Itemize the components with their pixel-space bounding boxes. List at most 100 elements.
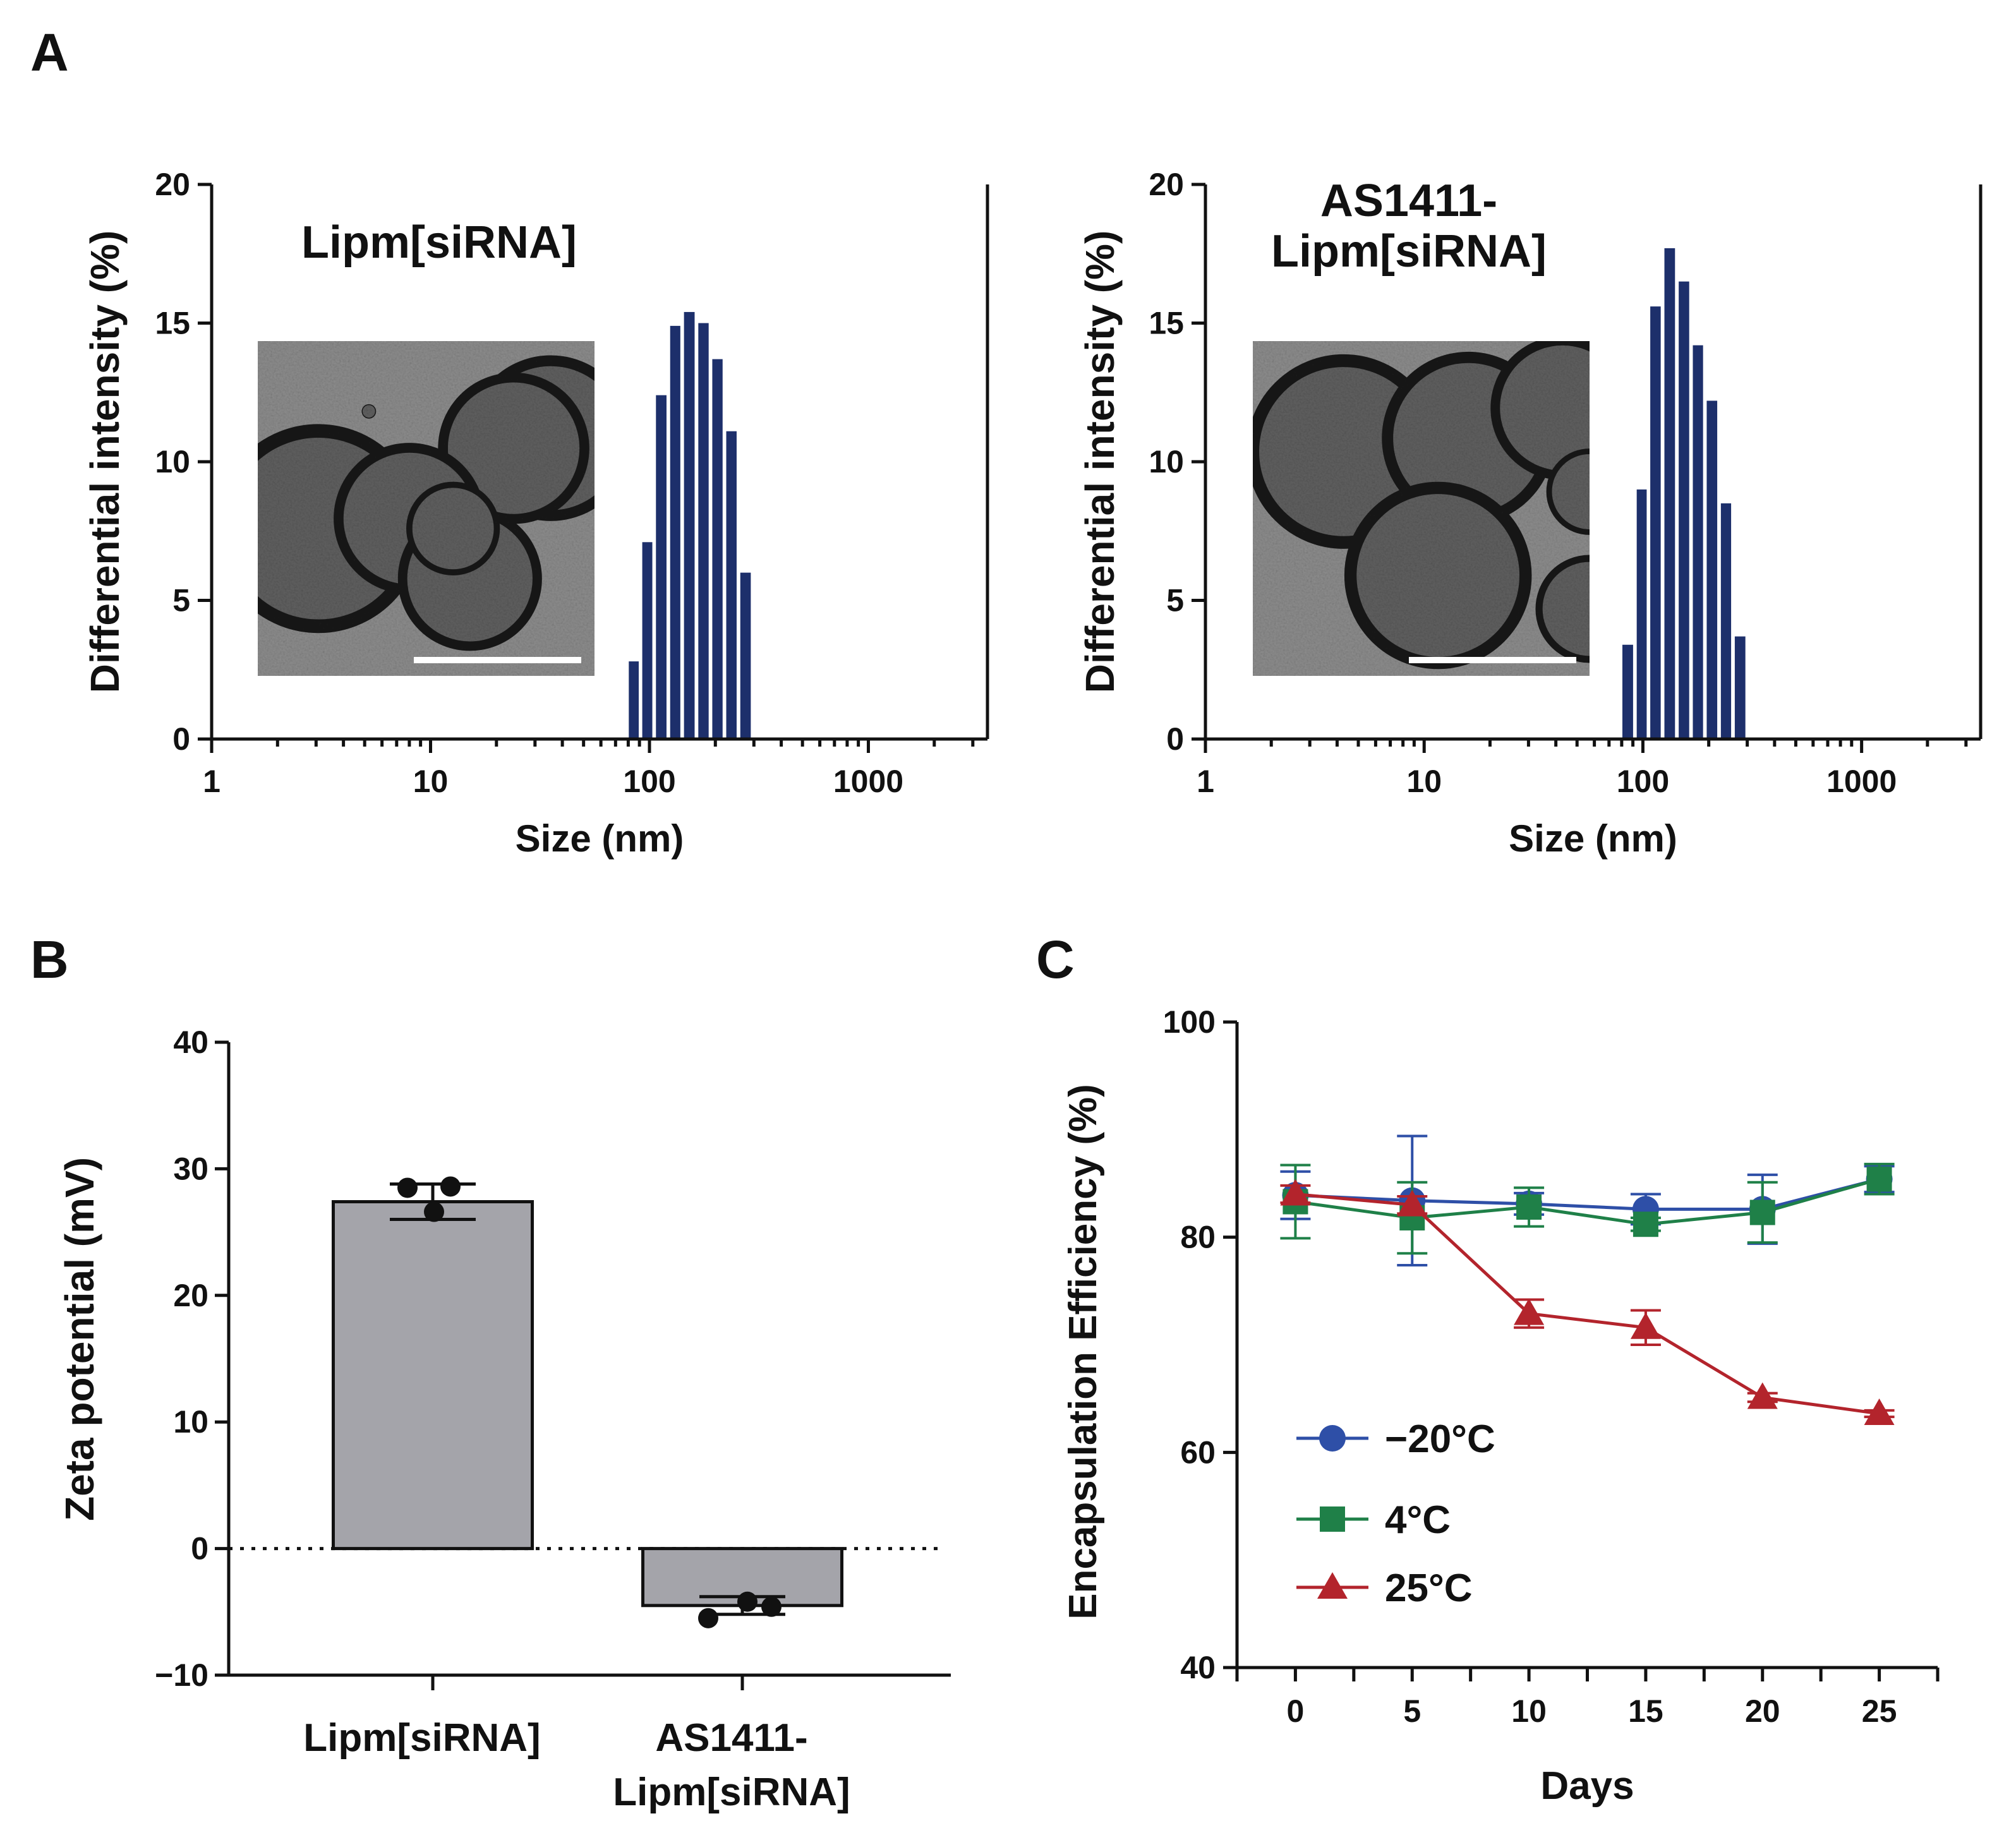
y-tick-label: 10 [155, 444, 190, 479]
y-axis-title: Zeta potential (mV) [57, 1157, 102, 1521]
data-point [1749, 1200, 1775, 1225]
x-tick-label: 1 [203, 764, 220, 799]
series-25 [1280, 1179, 1895, 1426]
x-axis-title: Days [1540, 1764, 1634, 1808]
legend-item: 4°C [1296, 1498, 1451, 1542]
y-tick-label: 60 [1180, 1434, 1216, 1470]
chart-c-encapsulation-efficiency: 40 60 80 100 0 5 10 15 20 25 Days Encapsulation Eff… [1061, 1004, 1940, 1808]
data-point [1280, 1179, 1311, 1206]
legend-item: 25°C [1296, 1566, 1473, 1610]
data-point [737, 1591, 758, 1612]
y-axis-title: Differential intensity (%) [82, 231, 128, 694]
y-axis-title: Differential intensity (%) [1077, 231, 1123, 694]
y-tick-label: 10 [173, 1404, 208, 1440]
size-bar [1664, 248, 1675, 740]
x-tick-label: 1 [1197, 764, 1214, 799]
size-bar [698, 323, 709, 739]
series-line [1295, 1177, 1880, 1226]
tem-inset [258, 341, 595, 676]
series-4 [1280, 1162, 1895, 1255]
y-tick-label: −10 [155, 1657, 208, 1693]
y-axis-title: Encapsulation Efficiency (%) [1061, 1084, 1105, 1620]
x-axis-title: Size (nm) [1509, 817, 1677, 860]
series-line [1295, 1177, 1880, 1211]
legend-marker [1319, 1425, 1346, 1452]
tem-particle [1344, 481, 1532, 670]
category-label: AS1411- [655, 1716, 807, 1760]
y-tick-label: 80 [1180, 1220, 1216, 1255]
x-tick-label: 1000 [833, 764, 903, 799]
size-bar [740, 572, 751, 739]
size-bar [670, 325, 680, 739]
chart-a2-size-distribution: 0 5 10 15 20 1 10 100 1000 Size (nm) Differential … [1077, 167, 1983, 860]
x-tick-label: 15 [1628, 1693, 1663, 1729]
data-point [761, 1596, 782, 1617]
tem-particle [438, 372, 589, 524]
y-tick-label: 20 [155, 167, 190, 202]
legend-item: −20°C [1296, 1417, 1495, 1461]
category-label: Lipm[siRNA] [303, 1716, 540, 1760]
size-bar [656, 395, 667, 739]
x-tick-label: 1000 [1826, 764, 1897, 799]
panel-label-c: C [1036, 930, 1075, 989]
legend: −20°C 4°C 25°C [1296, 1417, 1495, 1610]
category-label: Lipm[siRNA] [613, 1771, 850, 1814]
legend-label: 4°C [1385, 1498, 1451, 1542]
data-point [424, 1201, 444, 1222]
chart-title: Lipm[siRNA] [301, 217, 577, 268]
tem-image [1253, 341, 1590, 676]
data-point [1633, 1212, 1658, 1237]
x-tick-label: 100 [623, 764, 675, 799]
y-tick-label: 10 [1149, 444, 1184, 479]
y-tick-label: 40 [173, 1025, 208, 1060]
data-point [1747, 1382, 1778, 1409]
data-point [1630, 1312, 1661, 1339]
size-bar [1706, 400, 1718, 739]
panel-label-b: B [30, 930, 69, 989]
tem-particle [1535, 555, 1590, 663]
tem-inset [1253, 341, 1590, 676]
legend-label: 25°C [1385, 1566, 1473, 1610]
y-tick-label: 15 [1149, 306, 1184, 341]
legend-marker [1320, 1506, 1345, 1532]
data-point [1516, 1194, 1542, 1220]
x-tick-label: 10 [1511, 1693, 1547, 1729]
y-tick-label: 30 [173, 1151, 208, 1186]
x-tick-label: 20 [1745, 1693, 1780, 1729]
size-bar [684, 311, 695, 739]
size-bar [1693, 345, 1703, 739]
tem-particle [406, 481, 500, 575]
chart-b-zeta-potential: −10 0 10 20 30 40 Lipm[siRNA] AS1411- Lipm[siRNA… [57, 1025, 951, 1814]
size-bar [1734, 636, 1746, 739]
tem-image [258, 341, 595, 676]
tem-particle [1546, 448, 1590, 535]
y-tick-label: 40 [1180, 1650, 1216, 1685]
legend-marker [1317, 1572, 1348, 1599]
x-tick-label: 10 [413, 764, 449, 799]
chart-a1-size-distribution: 0 5 10 15 20 1 10 100 1000 Size (nm) Differential … [82, 167, 989, 860]
y-tick-label: 20 [1149, 167, 1184, 202]
tem-particle [361, 404, 377, 419]
series-line [1295, 1193, 1880, 1416]
size-bar [629, 661, 639, 739]
data-point [1864, 1398, 1895, 1426]
data-point [397, 1177, 418, 1198]
chart-title: Lipm[siRNA] [1271, 226, 1547, 277]
x-tick-label: 5 [1403, 1693, 1421, 1729]
data-point [1514, 1298, 1545, 1325]
size-bar [1636, 489, 1647, 739]
data-point [1866, 1166, 1892, 1192]
y-tick-label: 5 [172, 583, 190, 618]
y-tick-label: 0 [172, 721, 190, 757]
tem-particle [1490, 341, 1590, 481]
x-tick-label: 0 [1287, 1693, 1305, 1729]
tem-scale-bar [1409, 657, 1576, 663]
y-tick-label: 20 [173, 1278, 208, 1313]
legend-label: −20°C [1385, 1417, 1495, 1461]
size-bar [1650, 306, 1661, 739]
x-tick-label: 10 [1406, 764, 1442, 799]
y-tick-label: 0 [191, 1531, 208, 1566]
panel-label-a: A [30, 23, 69, 82]
size-bar [642, 542, 653, 739]
